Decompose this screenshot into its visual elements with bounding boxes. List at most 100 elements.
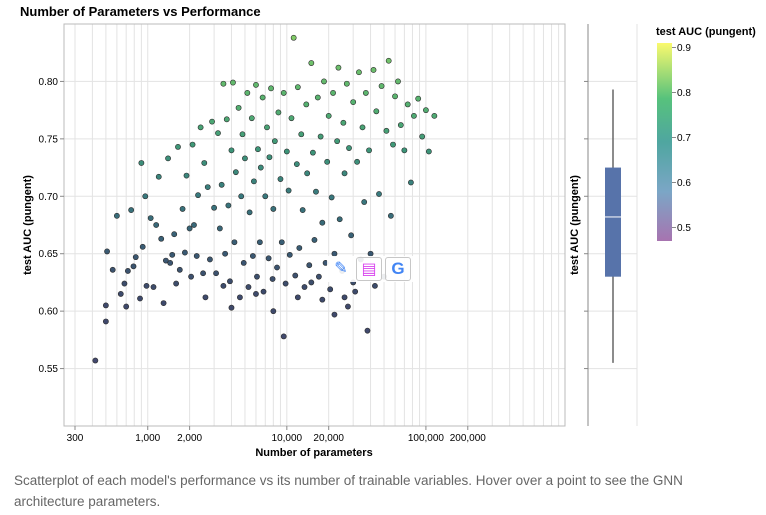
scatter-point — [260, 288, 267, 295]
scatter-point — [274, 264, 280, 271]
scatter-point — [286, 251, 293, 258]
scatter-point — [197, 124, 204, 131]
scatter-point — [238, 193, 245, 200]
y-tick-label: 0.80 — [39, 77, 59, 88]
box-iqr — [605, 167, 621, 277]
scatter-point — [408, 179, 414, 186]
colorbar-title: test AUC (pungent) — [656, 26, 756, 38]
x-tick-label: 300 — [67, 433, 84, 444]
scatter-point — [200, 270, 206, 277]
scatter-point — [176, 266, 183, 273]
scatter-point — [356, 69, 362, 76]
scatter-point — [150, 284, 157, 290]
scatter-point — [188, 273, 194, 280]
scatter-point — [331, 311, 338, 318]
scatter-point — [415, 95, 422, 102]
scatter-point — [92, 357, 99, 364]
box-y-axis-label: test AUC (pungent) — [569, 175, 581, 275]
chart: Number of Parameters vs Performance 300 1… — [20, 4, 756, 459]
scatter-point — [253, 81, 259, 88]
scatter-point — [227, 278, 233, 285]
scatter-point — [244, 90, 251, 96]
comment-icon[interactable]: ▤ — [356, 257, 382, 281]
scatter-point — [373, 108, 380, 115]
scatter-point — [167, 260, 174, 266]
scatter-point — [328, 194, 335, 201]
scatter-point — [171, 231, 178, 238]
scatter-point — [314, 94, 321, 101]
scatter-point — [292, 272, 299, 279]
colorbar-gradient — [657, 43, 672, 241]
scatter-point — [324, 158, 331, 165]
scatter-point — [352, 288, 359, 295]
colorbar-tick-label: 0.7 — [677, 133, 691, 144]
scatter-point — [160, 300, 167, 307]
scatter-point — [303, 101, 310, 108]
y-tick-label: 0.60 — [39, 307, 59, 318]
scatter-point — [280, 333, 287, 340]
scatter-point — [269, 276, 276, 282]
scatter-point — [240, 260, 247, 266]
scatter-point — [264, 124, 270, 131]
scatter-point — [306, 262, 313, 269]
scatter-point — [315, 273, 322, 280]
scatter-point — [228, 304, 235, 311]
scatter-point — [222, 250, 229, 257]
y-axis-label: test AUC (pungent) — [22, 175, 34, 275]
scatter-point — [364, 327, 371, 334]
scatter-point — [362, 90, 369, 96]
scatter-point — [169, 251, 176, 258]
x-axis-label: Number of parameters — [255, 447, 372, 459]
scatter-point — [298, 131, 305, 138]
scatter-point — [231, 239, 238, 246]
scatter-point — [102, 318, 109, 325]
y-tick-label: 0.75 — [39, 134, 59, 145]
chart-title: Number of Parameters vs Performance — [20, 4, 261, 19]
scatter-point — [390, 141, 396, 148]
scatter-point — [142, 193, 149, 200]
scatter-point — [340, 119, 347, 126]
scatter-point — [209, 118, 215, 125]
scatter-point — [419, 133, 426, 140]
scatter-point — [423, 107, 429, 114]
scatter-point — [113, 212, 120, 219]
scatter-point — [299, 207, 306, 213]
google-icon[interactable]: G — [385, 257, 411, 281]
scatter-point — [431, 112, 438, 119]
x-tick-label: 2,000 — [177, 433, 202, 444]
scatter-point — [345, 303, 351, 310]
scatter-point — [143, 282, 150, 289]
scatter-point — [223, 116, 230, 123]
scatter-point — [366, 147, 372, 154]
scatter-point — [230, 79, 236, 86]
scatter-point — [259, 94, 266, 101]
scatter-point — [249, 253, 256, 259]
scatter-point — [204, 184, 211, 190]
scatter-point — [216, 225, 223, 232]
scatter-point — [262, 193, 269, 200]
y-tick-label: 0.70 — [39, 192, 59, 203]
box-y-axis-ticks — [584, 80, 588, 370]
scatter-point — [330, 90, 336, 96]
scatter-point — [387, 212, 394, 219]
scatter-point — [290, 34, 297, 41]
colorbar-ticks: 0.5 0.6 0.7 0.8 0.9 — [672, 43, 691, 234]
scatter-point — [397, 122, 404, 128]
scatter-point — [311, 237, 318, 243]
scatter-point — [335, 64, 342, 71]
scatter-point — [313, 188, 319, 195]
scatter-point — [255, 146, 261, 153]
scatter-point — [404, 101, 411, 108]
scatter-point — [378, 83, 385, 89]
scatter-point — [147, 215, 154, 222]
scatter-point — [175, 143, 181, 150]
edit-pencil-icon[interactable]: ✎ — [334, 260, 348, 277]
scatter-point — [348, 232, 355, 239]
scatter-point — [317, 133, 324, 140]
scatter-point — [350, 99, 357, 106]
scatter-point — [155, 173, 162, 180]
scatter-point — [308, 60, 315, 66]
scatter-point — [213, 270, 219, 277]
annotation-toolbar: ✎ ▤ G — [327, 256, 413, 282]
scatter-point — [319, 219, 326, 226]
